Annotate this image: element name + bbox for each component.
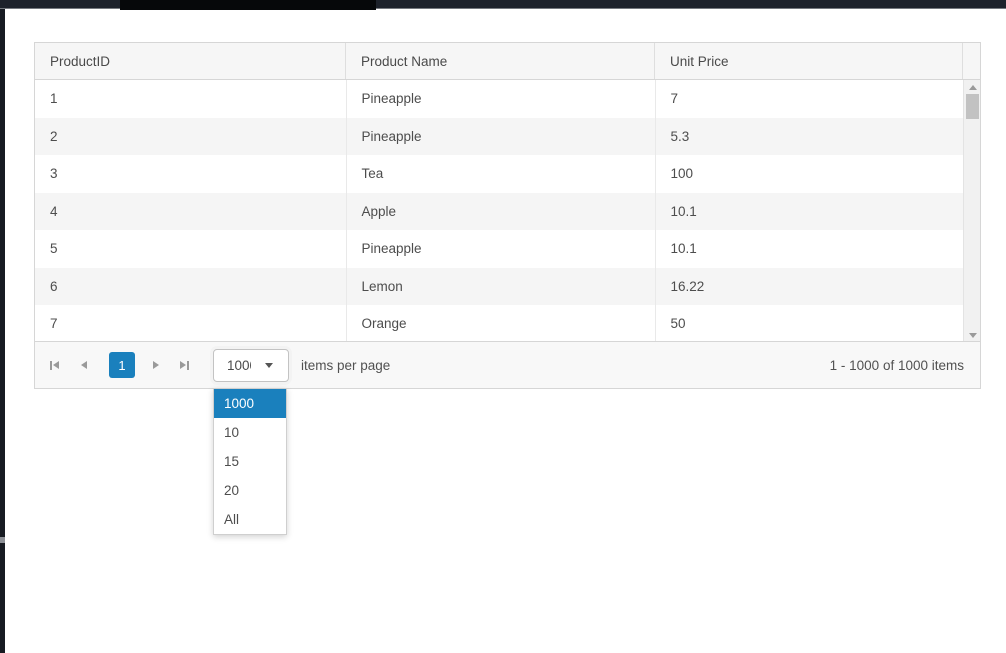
table-cell: 7 [655,80,964,118]
page-size-dropdown[interactable]: 1000 [213,348,289,382]
table-cell: 100 [655,155,964,193]
page-size-option[interactable]: 1000 [214,389,286,418]
caret-up-icon [968,85,977,90]
seek-to-last-page-icon [186,360,189,370]
previous-page-icon [81,361,87,369]
column-header-label: Unit Price [670,53,729,69]
table-cell: 1 [35,80,347,118]
data-table: 1 Pineapple 7 2 Pineapple 5.3 3 Tea 100 4 Apple 10.… [35,80,964,343]
column-header-label: ProductID [50,53,111,69]
table-row: 4 Apple 10.1 [35,192,964,230]
last-page-button[interactable] [171,352,197,378]
window-left-edge [0,9,5,653]
column-header-productid[interactable]: ProductID [35,43,346,79]
seek-to-first-page-icon [49,360,52,370]
table-cell: Lemon [346,267,656,305]
column-header-product-name[interactable]: Product Name [346,43,655,79]
product-grid: ProductID Product Name Unit Price 1 Pinea… [34,42,981,389]
caret-down-icon [265,362,273,368]
table-cell: 5 [35,230,347,268]
table-row: 3 Tea 100 [35,155,964,193]
window-topbar [0,0,1006,10]
first-page-button[interactable] [41,352,67,378]
table-cell: 16.22 [655,267,964,305]
caret-down-icon [968,333,977,338]
page-size-option-list: 1000 10 15 20 All [213,388,287,535]
table-cell: Orange [346,305,656,343]
table-row: 5 Pineapple 10.1 [35,230,964,268]
seek-to-first-page-icon [52,361,59,369]
previous-page-button[interactable] [71,352,97,378]
grid-pager: 1 1000 items per page 1 - 1000 of 1000 i… [35,341,980,388]
table-cell: 3 [35,155,347,193]
page-size-value: 1000 [227,357,251,373]
header-scrollbar-spacer [963,43,980,79]
scrollbar-thumb[interactable] [966,94,979,119]
table-cell: Pineapple [346,117,656,155]
next-page-button[interactable] [143,352,169,378]
scroll-down-button[interactable] [964,328,980,343]
grid-header-row: ProductID Product Name Unit Price [35,43,980,80]
column-header-label: Product Name [361,53,448,69]
table-row: 6 Lemon 16.22 [35,267,964,305]
page-number-button-current[interactable]: 1 [109,352,135,378]
table-cell: 10.1 [655,230,964,268]
page-size-option[interactable]: 10 [224,425,240,440]
table-cell: 10.1 [655,192,964,230]
table-cell: 2 [35,117,347,155]
table-cell: Tea [346,155,656,193]
column-header-unit-price[interactable]: Unit Price [655,43,963,79]
grid-body: 1 Pineapple 7 2 Pineapple 5.3 3 Tea 100 4 Apple 10.… [35,80,980,343]
next-page-icon [153,361,159,369]
vertical-scrollbar[interactable] [963,80,980,343]
page-size-option[interactable]: 20 [224,483,240,498]
table-row: 1 Pineapple 7 [35,80,964,118]
table-cell: Pineapple [346,230,656,268]
left-edge-marker [0,537,5,543]
table-cell: 50 [655,305,964,343]
window-tab [120,0,376,10]
table-cell: 6 [35,267,347,305]
seek-to-last-page-icon [179,361,186,369]
pager-range-info: 1 - 1000 of 1000 items [829,358,964,373]
items-per-page-label: items per page [301,357,391,373]
table-cell: 4 [35,192,347,230]
page-size-option[interactable]: 15 [224,454,240,469]
table-cell: Pineapple [346,80,656,118]
table-cell: Apple [346,192,656,230]
scroll-up-button[interactable] [964,80,980,95]
page-size-option[interactable]: All [224,512,240,527]
table-row: 7 Orange 50 [35,305,964,343]
table-row: 2 Pineapple 5.3 [35,117,964,155]
table-cell: 5.3 [655,117,964,155]
table-cell: 7 [35,305,347,343]
